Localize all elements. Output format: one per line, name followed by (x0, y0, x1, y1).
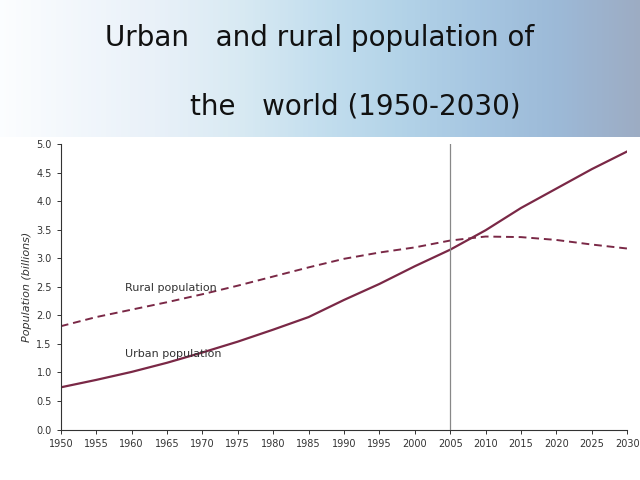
Y-axis label: Population (billions): Population (billions) (22, 232, 32, 342)
Text: Urban population: Urban population (125, 349, 221, 359)
Text: the   world (1950-2030): the world (1950-2030) (119, 93, 521, 120)
Text: fppt.com: fppt.com (38, 453, 82, 463)
Text: Rural population: Rural population (125, 283, 216, 293)
Text: Urban   and rural population of: Urban and rural population of (106, 24, 534, 52)
